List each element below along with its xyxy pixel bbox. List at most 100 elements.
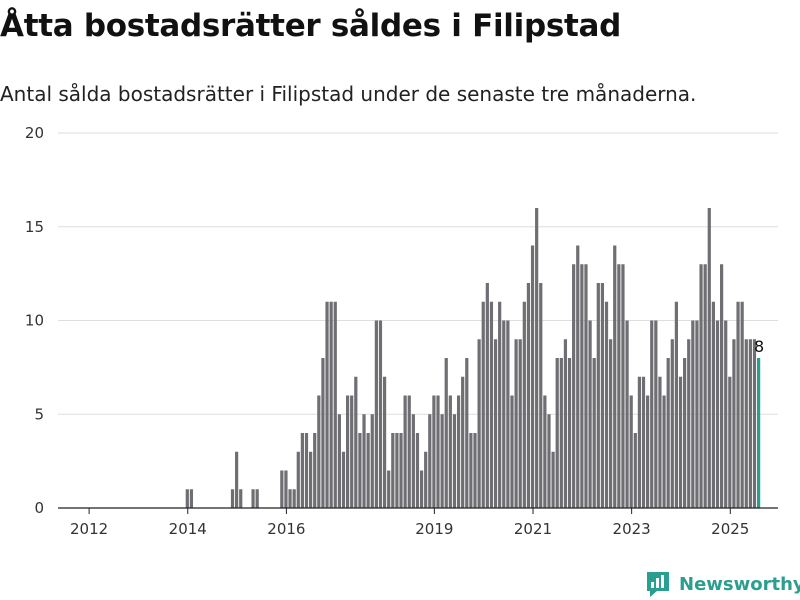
bar xyxy=(736,301,740,508)
bar xyxy=(313,433,317,508)
bar xyxy=(617,264,621,508)
bar xyxy=(185,489,189,508)
bar xyxy=(510,395,514,508)
bar xyxy=(239,489,243,508)
bar xyxy=(424,451,428,508)
bar xyxy=(321,358,325,508)
bar xyxy=(596,283,600,508)
bar xyxy=(345,395,350,508)
bar xyxy=(576,245,580,508)
bar xyxy=(432,395,436,508)
bar xyxy=(485,283,489,508)
bar xyxy=(403,395,407,508)
x-tick-label: 2012 xyxy=(70,520,108,538)
latest-value-label: 8 xyxy=(754,337,764,356)
bar xyxy=(744,339,748,508)
data-labels: 8 xyxy=(754,337,764,356)
newsworthy-brand[interactable]: Newsworthy xyxy=(645,570,800,598)
y-tick-label: 0 xyxy=(34,499,44,517)
newsworthy-logo-icon xyxy=(647,572,669,597)
y-axis: 0 5 10 15 20 xyxy=(25,124,44,517)
x-tick-label: 2025 xyxy=(711,520,749,538)
bar xyxy=(469,433,473,508)
bar xyxy=(514,339,518,508)
x-tick-label: 2016 xyxy=(267,520,305,538)
bar xyxy=(387,470,391,508)
bar xyxy=(572,264,576,508)
bar xyxy=(329,301,333,508)
bar xyxy=(526,283,531,508)
bar xyxy=(354,376,358,508)
bar xyxy=(732,339,736,508)
bar xyxy=(625,320,629,508)
bar xyxy=(428,414,432,508)
bar xyxy=(621,264,625,508)
bar xyxy=(493,339,498,508)
bar xyxy=(292,489,296,508)
bar xyxy=(711,301,715,508)
bar xyxy=(452,414,457,508)
bar xyxy=(600,283,605,508)
bar xyxy=(473,433,477,508)
x-tick-label: 2019 xyxy=(415,520,453,538)
bar xyxy=(325,301,329,508)
bar xyxy=(498,301,502,508)
bar xyxy=(419,470,424,508)
bar xyxy=(724,320,728,508)
bar-chart: 0 5 10 15 20 2012 2014 2016 2019 2021 2023 2025 8 xyxy=(25,124,778,538)
bar xyxy=(637,376,642,508)
bar xyxy=(304,433,309,508)
bar xyxy=(391,433,395,508)
bar xyxy=(740,301,744,508)
bar xyxy=(650,320,654,508)
bar xyxy=(341,451,346,508)
bar xyxy=(707,208,711,508)
bar xyxy=(535,208,539,508)
bar xyxy=(370,414,374,508)
bar xyxy=(382,376,387,508)
bar xyxy=(695,320,699,508)
bar xyxy=(530,245,535,508)
bar xyxy=(358,433,362,508)
bar xyxy=(683,358,687,508)
bar xyxy=(411,414,415,508)
bar xyxy=(284,470,288,508)
gridlines xyxy=(58,132,778,415)
y-tick-label: 15 xyxy=(25,218,44,236)
bar xyxy=(662,395,666,508)
bar xyxy=(613,245,617,508)
y-tick-label: 5 xyxy=(34,405,44,423)
bar xyxy=(748,339,752,508)
bar xyxy=(646,395,650,508)
bar xyxy=(592,358,596,508)
bar xyxy=(415,433,420,508)
bar xyxy=(296,451,300,508)
bar xyxy=(440,414,444,508)
x-tick-label: 2021 xyxy=(514,520,552,538)
brand-name: Newsworthy xyxy=(679,573,800,595)
bar xyxy=(230,489,235,508)
bar xyxy=(728,376,732,508)
bar xyxy=(547,414,551,508)
bar xyxy=(288,489,292,508)
bar xyxy=(563,339,568,508)
x-tick-label: 2023 xyxy=(613,520,651,538)
bar xyxy=(481,301,485,508)
bar xyxy=(502,320,506,508)
y-tick-label: 20 xyxy=(25,124,44,142)
x-axis: 2012 2014 2016 2019 2021 2023 2025 xyxy=(58,507,778,538)
bar xyxy=(461,376,465,508)
bar xyxy=(559,358,563,508)
bar xyxy=(555,358,559,508)
bar xyxy=(584,264,588,508)
bar xyxy=(350,395,354,508)
bar xyxy=(489,301,494,508)
bars xyxy=(185,208,761,508)
bar xyxy=(506,320,510,508)
bar xyxy=(678,376,683,508)
bar xyxy=(580,264,584,508)
bar xyxy=(633,433,637,508)
bar xyxy=(674,301,678,508)
bar xyxy=(654,320,658,508)
bar xyxy=(588,320,592,508)
